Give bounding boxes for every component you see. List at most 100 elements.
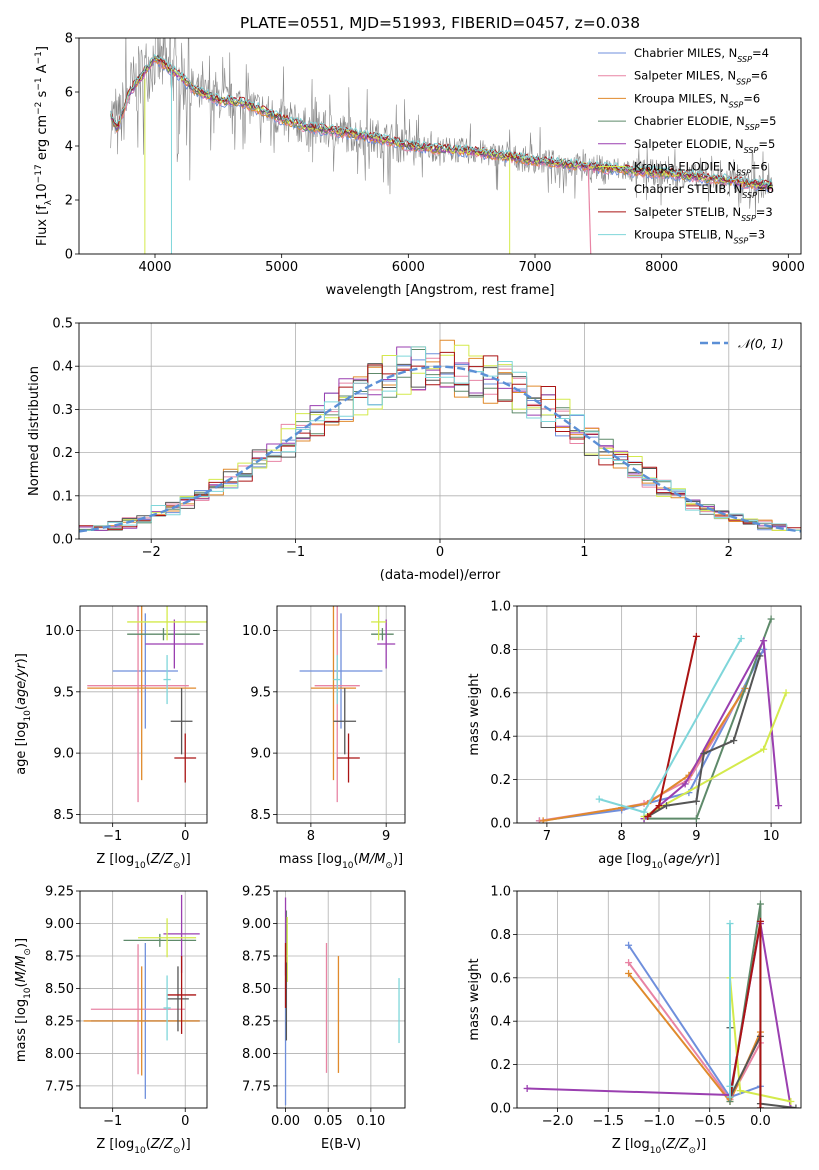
y-tick-label: 7.75 [45,1079,74,1094]
label-part: ⊙ [173,861,181,871]
label-part: 10 [134,861,146,871]
label-part: age/yr [14,662,29,705]
spectrum-drop [587,164,592,254]
legend-label-kroupa_miles: Kroupa MILES, NSSP=6 [634,91,760,109]
y-tick-label: 9.25 [242,885,271,900]
y-tick-label: 0.5 [52,317,73,332]
legend-tail: =5 [760,114,777,128]
legend-tail: =6 [757,182,774,196]
y-axis-label: mass [log10(M/M⊙)] [14,938,33,1062]
y-tick-label: 9.00 [45,917,74,932]
legend-tail: =3 [748,228,765,242]
weight-line-chabrier_stelib [647,655,761,818]
y-tick-label: 8.25 [45,1014,74,1029]
weight-line-salpeter_stelib [729,920,762,1108]
y-tick-label: 0.4 [490,1015,511,1030]
x-tick-label: 0.05 [314,1114,343,1129]
label-part: )] [181,852,191,867]
legend-main: Kroupa STELIB, N [634,228,734,242]
x-axis-label: age [log10(age/yr)] [598,852,720,871]
y-tick-label: 8.75 [242,949,271,964]
label-part: Z/Z [665,1137,689,1152]
legend-label-kroupa_elodie: Kroupa ELODIE, NSSP=6 [634,160,768,178]
label-part: M/M [14,956,29,983]
label-part: )] [696,1137,706,1152]
plot-area [110,38,774,254]
legend-sub: SSP [741,213,756,222]
y-tick-label: 8 [65,32,73,47]
x-axis-label: Z [log10(Z/Z⊙)] [612,1137,706,1156]
x-tick-label: 10 [763,829,780,844]
legend-tail: =5 [758,137,775,151]
y-tick-label: 0.0 [490,817,511,832]
legend-sub: SSP [729,100,744,109]
y-tick-label: 9.0 [53,747,74,762]
label-part: )] [14,938,29,948]
x-tick-label: 8 [617,829,625,844]
plot-area [277,606,405,823]
label-part: ( [354,852,359,867]
axes-frame: 4000 5000 6000 7000 8000 9000 0 2 4 6 8 PLATE=0551,… [34,14,805,298]
label-part: Z [log [612,1137,650,1152]
legend-label-salpeter_stelib: Salpeter STELIB, NSSP=3 [634,205,773,223]
label-part: 10 [651,861,663,871]
y-axis-label: age [log10(age/yr)] [14,653,33,775]
label-part: A [35,64,50,77]
label-part: ( [146,852,151,867]
histogram-kroupa_stelib [79,346,801,539]
y-tick-label: 10.0 [45,624,74,639]
x-tick-label: 1 [580,545,588,560]
x-tick-label: −0.5 [694,1114,726,1129]
chart-age_vs_Z: −1 08.59.09.510.0Z [log10(Z/Z⊙)]age [log1… [14,605,208,871]
y-tick-label: 0.2 [490,1058,511,1073]
plot-area [517,891,801,1108]
y-tick-label: 0 [65,248,73,263]
label-part: )] [393,852,403,867]
y-tick-label: 2 [65,194,73,209]
label-part: −17 [34,164,44,183]
legend-sub: SSP [736,77,751,86]
label-part: Z/Z [150,1137,174,1152]
legend-sub: SSP [736,168,751,177]
plot-area [80,891,207,1108]
legend-label-salpeter_elodie: Salpeter ELODIE, NSSP=5 [634,137,775,155]
label-part: ⊙ [23,948,33,956]
y-tick-label: 0.8 [490,928,511,943]
x-tick-label: −1.0 [643,1114,675,1129]
label-part: mass [log [14,999,29,1062]
label-part: Z [log [96,852,134,867]
legend-main: Kroupa MILES, N [634,91,729,105]
x-tick-label: 2 [725,545,733,560]
plot-area [79,323,801,539]
x-tick-label: 7000 [518,260,551,275]
y-tick-label: 0.0 [52,533,73,548]
label-part: )] [181,1137,191,1152]
y-tick-label: 1.0 [490,885,511,900]
plot-area [80,606,207,823]
label-part: ⊙ [385,861,393,871]
axes-box [79,605,208,824]
x-tick-label: 8 [307,829,315,844]
chart-age_vs_mass: 8 9 8.5 9.0 9.5 10.0 mass [log10(M/M⊙)] [242,605,406,871]
x-tick-label: 8000 [645,260,678,275]
y-tick-label: 9.25 [45,885,74,900]
y-tick-label: 8.5 [250,808,271,823]
axes-box [276,605,406,824]
label-part: λ [44,199,54,205]
label-part: )] [14,653,29,663]
label-part: Flux [f [35,205,50,246]
label-part: s [35,90,50,101]
label-part: ( [14,705,29,710]
axes-frame: −2 −1 0 1 2 0.0 0.1 0.2 0.3 0.4 0.5 𝒩(0, 1) (data-mo… [27,317,802,583]
legend-main: Salpeter STELIB, N [634,205,741,219]
x-tick-label: −2 [142,545,161,560]
x-tick-label: −1 [103,829,122,844]
x-tick-label: 7 [543,829,551,844]
legend-main: Kroupa ELODIE, N [634,160,736,174]
label-part: 10 [23,710,33,722]
axes-frame: 8 9 8.5 9.0 9.5 10.0 mass [log10(M/M⊙)] [242,605,406,871]
label-part: −1 [34,51,44,64]
y-tick-label: 8.00 [45,1047,74,1062]
